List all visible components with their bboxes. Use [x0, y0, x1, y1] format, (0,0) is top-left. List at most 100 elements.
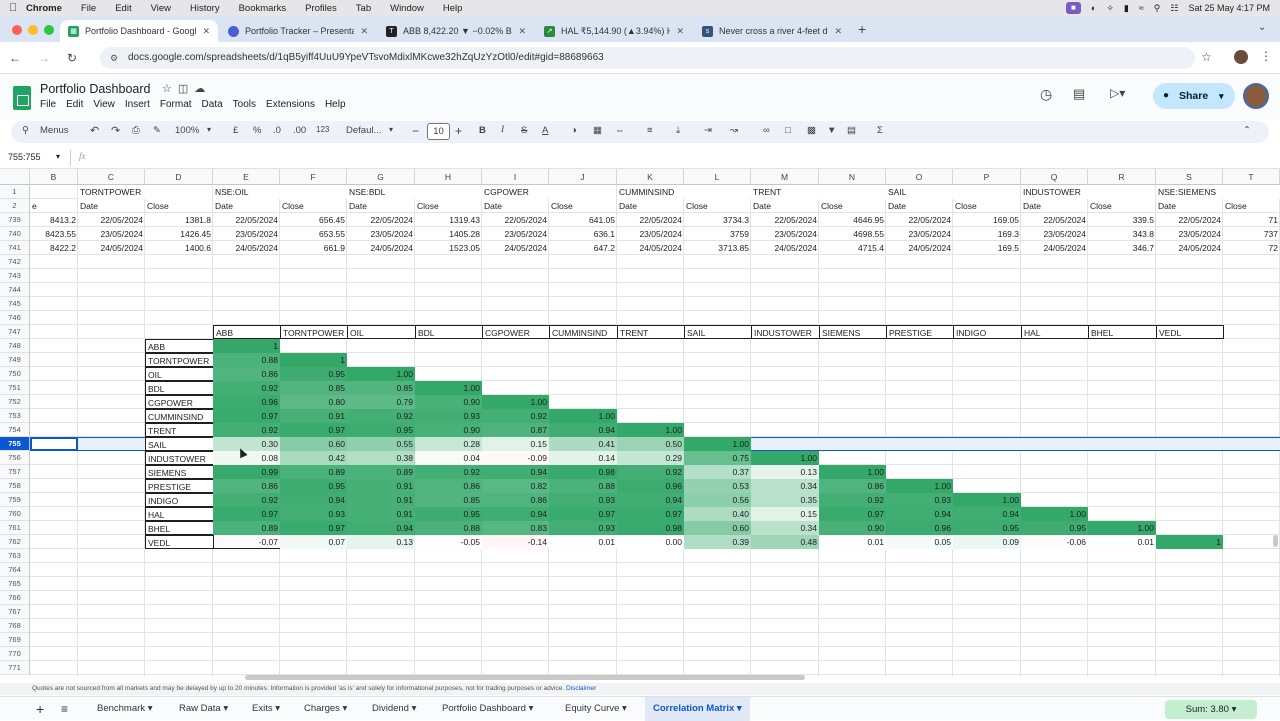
header-cell[interactable]: Date: [1158, 201, 1176, 211]
avatar[interactable]: [1243, 83, 1269, 109]
mac-menu-history[interactable]: History: [190, 2, 220, 14]
correlation-cell[interactable]: 0.92: [415, 465, 482, 479]
price-cell[interactable]: 1319.43: [449, 215, 480, 225]
row-header-765[interactable]: 765: [0, 577, 30, 591]
matrix-row-label[interactable]: VEDL: [145, 535, 214, 549]
undo-icon[interactable]: ↶: [90, 125, 100, 137]
correlation-cell[interactable]: 0.50: [617, 437, 684, 451]
control-center-icon[interactable]: ☷: [1170, 2, 1179, 13]
mac-app-name[interactable]: Chrome: [26, 2, 62, 14]
price-cell[interactable]: 23/05/2024: [1178, 229, 1221, 239]
price-cell[interactable]: 24/05/2024: [908, 243, 951, 253]
sheet-tab-charges[interactable]: Charges ▾: [304, 703, 348, 714]
header-cell[interactable]: Close: [282, 201, 304, 211]
price-cell[interactable]: 169.3: [997, 229, 1019, 239]
correlation-cell[interactable]: 0.89: [347, 465, 415, 479]
browser-tab-river[interactable]: s Never cross a river 4-feet dee ✕: [694, 20, 850, 42]
header-cell[interactable]: Close: [417, 201, 439, 211]
price-cell[interactable]: 23/05/2024: [504, 229, 547, 239]
menu-file[interactable]: File: [40, 99, 57, 110]
insert-chart-icon[interactable]: ▩: [807, 125, 816, 136]
column-header-d[interactable]: D: [145, 169, 213, 185]
strikethrough-icon[interactable]: S: [521, 125, 528, 136]
price-cell[interactable]: 23/05/2024: [100, 229, 143, 239]
header-cell[interactable]: Date: [753, 201, 771, 211]
correlation-cell[interactable]: 0.15: [751, 507, 819, 521]
profile-icon[interactable]: [1234, 50, 1248, 64]
correlation-cell[interactable]: 1: [1156, 535, 1223, 549]
price-cell[interactable]: 23/05/2024: [235, 229, 278, 239]
status-icon[interactable]: ◐: [1090, 3, 1097, 13]
row-header-768[interactable]: 768: [0, 619, 30, 633]
row-header-761[interactable]: 761: [0, 521, 30, 535]
matrix-row-label[interactable]: TRENT: [145, 423, 214, 437]
correlation-cell[interactable]: 0.94: [953, 507, 1021, 521]
price-cell[interactable]: 22/05/2024: [504, 215, 547, 225]
correlation-cell[interactable]: 0.04: [415, 451, 482, 465]
correlation-cell[interactable]: 0.89: [213, 521, 280, 535]
sheet-tab-correlation-matrix[interactable]: Correlation Matrix ▾: [645, 697, 750, 721]
correlation-cell[interactable]: 0.60: [684, 521, 751, 535]
correlation-cell[interactable]: 0.97: [819, 507, 886, 521]
correlation-cell[interactable]: 0.97: [549, 507, 617, 521]
price-cell[interactable]: 22/05/2024: [100, 215, 143, 225]
correlation-cell[interactable]: 1.00: [1088, 521, 1156, 535]
header-cell[interactable]: Date: [888, 201, 906, 211]
column-header-l[interactable]: L: [684, 169, 751, 185]
meet-icon[interactable]: ▷▾: [1110, 86, 1126, 100]
price-cell[interactable]: 22/05/2024: [370, 215, 413, 225]
price-cell[interactable]: 346.7: [1132, 243, 1154, 253]
price-cell[interactable]: 1405.28: [449, 229, 480, 239]
correlation-cell[interactable]: 0.97: [213, 507, 280, 521]
correlation-cell[interactable]: 1.00: [886, 479, 953, 493]
correlation-cell[interactable]: 0.90: [415, 395, 482, 409]
header-cell[interactable]: Date: [80, 201, 98, 211]
active-cell[interactable]: [30, 437, 78, 451]
correlation-cell[interactable]: 0.90: [819, 521, 886, 535]
correlation-cell[interactable]: 0.94: [482, 507, 549, 521]
row-header-742[interactable]: 742: [0, 255, 30, 269]
move-folder-icon[interactable]: ◫: [177, 83, 195, 95]
correlation-cell[interactable]: 0.85: [280, 381, 347, 395]
correlation-cell[interactable]: 0.07: [280, 535, 347, 549]
star-icon[interactable]: ☆: [162, 83, 178, 95]
correlation-cell[interactable]: 0.83: [482, 521, 549, 535]
italic-icon[interactable]: I: [501, 125, 505, 135]
price-cell[interactable]: 653.55: [319, 229, 345, 239]
correlation-cell[interactable]: -0.05: [415, 535, 482, 549]
price-cell[interactable]: 22/05/2024: [1043, 215, 1086, 225]
matrix-column-header[interactable]: INDUSTOWER: [751, 325, 820, 339]
comments-icon[interactable]: ▤: [1073, 86, 1086, 101]
correlation-cell[interactable]: 1.00: [482, 395, 549, 409]
price-cell[interactable]: 169.5: [997, 243, 1019, 253]
bluetooth-icon[interactable]: ✧: [1106, 2, 1114, 13]
price-cell[interactable]: 23/05/2024: [639, 229, 682, 239]
share-dropdown-icon[interactable]: ▾: [1219, 91, 1224, 101]
font-select[interactable]: Defaul...: [346, 125, 382, 136]
insert-link-icon[interactable]: ∞: [763, 125, 770, 136]
correlation-cell[interactable]: 0.95: [280, 367, 347, 381]
correlation-cell[interactable]: 0.94: [617, 493, 684, 507]
matrix-column-header[interactable]: PRESTIGE: [886, 325, 954, 339]
borders-icon[interactable]: ▦: [593, 125, 602, 136]
price-cell[interactable]: 22/05/2024: [639, 215, 682, 225]
price-cell[interactable]: 3759: [730, 229, 749, 239]
name-box[interactable]: 755:755: [8, 152, 41, 162]
row-header-754[interactable]: 754: [0, 423, 30, 437]
correlation-cell[interactable]: 0.93: [415, 409, 482, 423]
functions-icon[interactable]: Σ: [877, 125, 883, 136]
header-cell[interactable]: SAIL: [886, 185, 1020, 199]
correlation-cell[interactable]: 0.96: [213, 395, 280, 409]
price-cell[interactable]: 8422.2: [50, 243, 76, 253]
correlation-cell[interactable]: 0.01: [819, 535, 886, 549]
battery-icon[interactable]: ▮: [1123, 2, 1129, 13]
price-cell[interactable]: 1523.05: [449, 243, 480, 253]
price-cell[interactable]: 23/05/2024: [1043, 229, 1086, 239]
correlation-cell[interactable]: 0.90: [415, 423, 482, 437]
price-cell[interactable]: 636.1: [593, 229, 615, 239]
correlation-cell[interactable]: 0.82: [482, 479, 549, 493]
correlation-cell[interactable]: 0.94: [482, 465, 549, 479]
correlation-cell[interactable]: 0.48: [751, 535, 819, 549]
sum-indicator[interactable]: Sum: 3.80 ▾: [1165, 700, 1257, 719]
price-cell[interactable]: 22/05/2024: [1178, 215, 1221, 225]
